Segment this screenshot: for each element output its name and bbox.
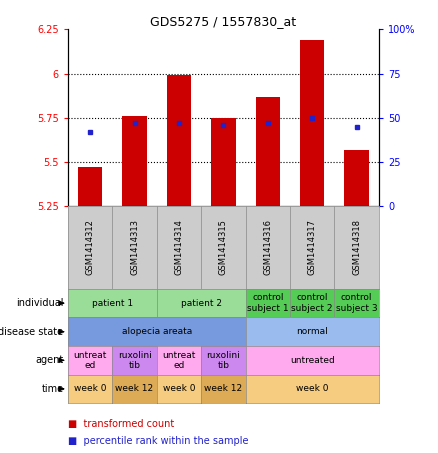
Bar [344, 149, 369, 206]
Text: GSM1414315: GSM1414315 [219, 220, 228, 275]
Title: GDS5275 / 1557830_at: GDS5275 / 1557830_at [150, 15, 297, 28]
Text: patient 1: patient 1 [92, 299, 133, 308]
Text: ruxolini
tib: ruxolini tib [206, 351, 240, 370]
Bar [211, 118, 236, 206]
Bar [167, 75, 191, 206]
Text: week 0: week 0 [74, 385, 106, 393]
Text: control
subject 3: control subject 3 [336, 294, 378, 313]
Text: week 0: week 0 [296, 385, 328, 393]
Text: disease state: disease state [0, 327, 64, 337]
Text: time: time [41, 384, 64, 394]
Text: control
subject 2: control subject 2 [291, 294, 333, 313]
Text: individual: individual [16, 298, 64, 308]
Text: untreated: untreated [290, 356, 335, 365]
Text: GSM1414314: GSM1414314 [174, 220, 184, 275]
Bar [256, 96, 280, 206]
Text: GSM1414313: GSM1414313 [130, 220, 139, 275]
Text: week 12: week 12 [204, 385, 243, 393]
Text: normal: normal [297, 327, 328, 336]
Bar [78, 167, 102, 206]
Text: ■  transformed count: ■ transformed count [68, 419, 174, 429]
Text: alopecia areata: alopecia areata [122, 327, 192, 336]
Text: week 12: week 12 [116, 385, 154, 393]
Text: GSM1414316: GSM1414316 [263, 220, 272, 275]
Text: GSM1414317: GSM1414317 [308, 220, 317, 275]
Text: agent: agent [35, 355, 64, 365]
Text: control
subject 1: control subject 1 [247, 294, 289, 313]
Text: GSM1414318: GSM1414318 [352, 220, 361, 275]
Text: week 0: week 0 [162, 385, 195, 393]
Text: ■  percentile rank within the sample: ■ percentile rank within the sample [68, 436, 248, 446]
Text: GSM1414312: GSM1414312 [85, 220, 95, 275]
Bar [300, 40, 325, 206]
Bar [122, 116, 147, 206]
Text: untreat
ed: untreat ed [74, 351, 107, 370]
Text: patient 2: patient 2 [180, 299, 222, 308]
Text: ruxolini
tib: ruxolini tib [118, 351, 152, 370]
Text: untreat
ed: untreat ed [162, 351, 196, 370]
